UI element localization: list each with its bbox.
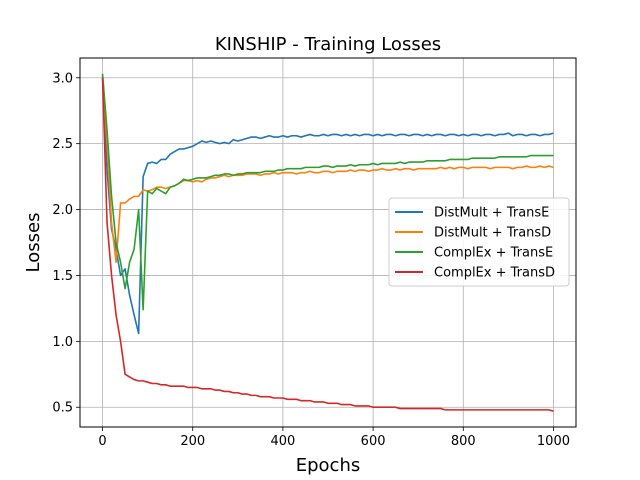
x-axis-label: Epochs xyxy=(296,455,361,476)
y-tick-label: 1.0 xyxy=(52,335,73,350)
legend-label: DistMult + TransD xyxy=(434,226,551,241)
legend-label: ComplEx + TransD xyxy=(434,266,555,281)
y-tick-label: 3.0 xyxy=(52,71,73,86)
legend: DistMult + TransE DistMult + TransD ComplE… xyxy=(388,197,570,287)
x-tick-label: 600 xyxy=(361,434,386,449)
chart-title: KINSHIP - Training Losses xyxy=(215,34,441,55)
legend-box xyxy=(388,197,570,287)
legend-label: ComplEx + TransE xyxy=(434,246,553,261)
y-tick-label: 1.5 xyxy=(52,269,73,284)
y-tick-label: 2.5 xyxy=(52,137,73,152)
series-line-complex-transe xyxy=(101,73,554,311)
series-line-distmult-transe xyxy=(101,77,554,335)
legend-label: DistMult + TransE xyxy=(434,206,549,221)
series-lines xyxy=(101,73,554,412)
y-axis-label: Losses xyxy=(23,213,44,273)
x-tick-label: 0 xyxy=(98,434,106,449)
x-tick-label: 800 xyxy=(451,434,476,449)
y-tick-label: 0.5 xyxy=(52,401,73,416)
axis-ticks: 0 200 400 600 800 1000 0.5 1.0 1.5 2.0 2.5 3.0 xyxy=(52,71,570,449)
x-tick-label: 200 xyxy=(180,434,205,449)
plot-area-frame xyxy=(79,57,577,428)
y-tick-label: 2.0 xyxy=(52,203,73,218)
series-line-complex-transd xyxy=(101,77,554,412)
x-tick-label: 400 xyxy=(270,434,295,449)
x-tick-label: 1000 xyxy=(537,434,570,449)
